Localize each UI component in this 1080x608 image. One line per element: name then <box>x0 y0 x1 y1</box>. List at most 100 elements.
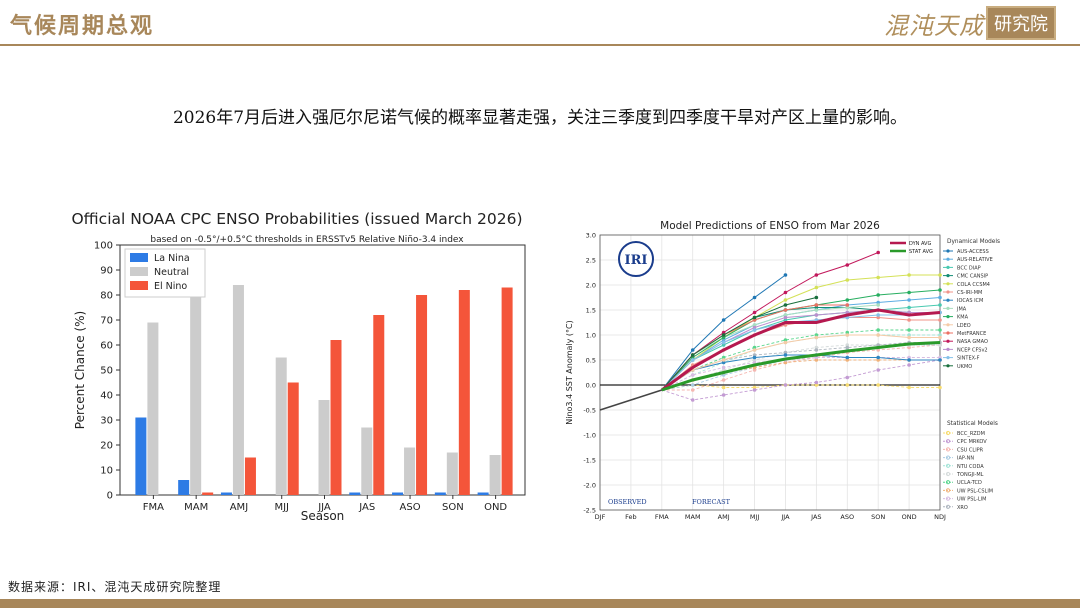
legend-marker <box>945 430 951 436</box>
x-tick-label: AMJ <box>230 502 248 513</box>
model-line-iocas-icm <box>661 354 940 391</box>
y-tick-label: -2.0 <box>583 482 596 490</box>
model-point <box>845 343 850 347</box>
footer-bar <box>0 599 1080 608</box>
logo: 混沌天成 研究院 <box>884 6 1056 40</box>
legend-label: UW PSL-LIM <box>957 497 986 503</box>
model-point <box>814 308 819 312</box>
model-point <box>938 385 942 390</box>
model-line-cpc-mrkov <box>661 359 941 401</box>
chart-title: Model Predictions of ENSO from Mar 2026 <box>660 220 880 232</box>
legend-marker <box>946 315 950 319</box>
model-line-ukmo <box>661 297 817 391</box>
bar-la-nina <box>220 492 232 495</box>
model-point <box>907 333 911 337</box>
model-point <box>814 303 819 307</box>
avg-legend-label: DYN AVG <box>909 241 931 247</box>
model-point <box>752 318 757 322</box>
y-axis-label: Nino3.4 SST Anomaly (°C) <box>565 320 574 424</box>
model-line-bcc-rzdm <box>661 384 940 391</box>
chart-title: Official NOAA CPC ENSO Probabilities (is… <box>71 210 522 228</box>
model-point <box>907 385 911 390</box>
x-tick-label: DJF <box>595 513 606 521</box>
legend-marker <box>945 496 951 501</box>
x-tick-label: JJA <box>317 502 331 513</box>
model-point <box>752 358 757 362</box>
model-point <box>721 385 726 390</box>
avg-legend-label: STAT AVG <box>909 249 933 255</box>
model-point <box>752 353 757 357</box>
legend-marker <box>945 439 951 444</box>
legend-label: CPC MRKOV <box>957 439 987 445</box>
x-tick-label: JAS <box>358 502 375 513</box>
x-axis-label: Season <box>301 509 345 523</box>
model-point <box>845 278 850 282</box>
x-tick-label: SON <box>442 502 464 513</box>
header-divider <box>0 44 1080 46</box>
y-tick-label: 100 <box>94 241 113 252</box>
legend-marker <box>945 463 951 468</box>
observed-label: OBSERVED <box>608 498 647 506</box>
bar-neutral <box>190 262 202 495</box>
model-point <box>783 308 788 312</box>
model-point <box>845 358 850 362</box>
x-tick-label: MAM <box>685 513 701 521</box>
model-point <box>752 345 757 350</box>
model-point <box>938 343 942 347</box>
model-point <box>783 318 788 322</box>
y-tick-label: 10 <box>100 466 113 477</box>
model-point <box>876 313 880 317</box>
observed-line <box>599 389 663 411</box>
legend-marker <box>946 347 950 351</box>
legend-label: UCLA-TCD <box>957 480 982 486</box>
model-point <box>721 330 726 335</box>
bar-el-nino <box>330 340 342 495</box>
bar-la-nina <box>477 492 489 495</box>
model-line-uw-psl-lim <box>661 357 940 391</box>
bar-neutral <box>147 322 159 495</box>
bar-neutral <box>361 427 373 495</box>
y-tick-label: 20 <box>100 441 113 452</box>
avg-line-stat-avg <box>661 341 941 392</box>
model-point <box>814 380 819 385</box>
model-point <box>876 315 880 320</box>
legend-swatch <box>130 281 148 290</box>
page-title: 气候周期总观 <box>10 13 155 39</box>
model-point <box>876 358 880 362</box>
model-point <box>783 338 788 342</box>
bar-el-nino <box>202 492 214 495</box>
model-point <box>690 348 695 352</box>
model-point <box>907 305 911 310</box>
model-line-ntu-coda <box>661 334 940 391</box>
y-tick-label: 50 <box>100 366 113 377</box>
model-point <box>907 355 911 360</box>
legend-label: La Nina <box>154 253 190 264</box>
legend-marker <box>946 298 950 302</box>
model-point <box>845 263 850 267</box>
summary-text: 2026年7月后进入强厄尔尼诺气候的概率显著走强，关注三季度到四季度干旱对产区上… <box>172 108 908 128</box>
legend-label: CMC CANSIP <box>957 274 988 280</box>
x-tick-label: OND <box>902 513 917 521</box>
x-tick-label: MAM <box>184 502 208 513</box>
bar-la-nina <box>392 492 404 495</box>
model-point <box>907 328 911 332</box>
legend-label: NTU CODA <box>957 464 984 470</box>
model-point <box>721 355 726 360</box>
legend-marker <box>945 455 951 460</box>
model-line-ucla-tcd <box>661 329 940 391</box>
legend-label: El Nino <box>154 281 187 292</box>
legend-marker <box>945 504 951 509</box>
model-point <box>845 298 850 302</box>
model-point <box>721 378 726 382</box>
model-point <box>907 345 911 350</box>
iri-logo-text: IRI <box>625 253 648 268</box>
legend-label: CS-IRI-MM <box>957 290 982 296</box>
model-point <box>752 323 757 327</box>
legend-label: AUS-ACCESS <box>957 249 989 255</box>
x-tick-label: AMJ <box>718 513 730 521</box>
legend-marker <box>946 356 950 360</box>
legend-label: NCEP CFSv2 <box>957 347 988 353</box>
model-point <box>752 310 757 315</box>
legend-label: SINTEX-F <box>957 356 980 362</box>
model-point <box>907 318 911 322</box>
